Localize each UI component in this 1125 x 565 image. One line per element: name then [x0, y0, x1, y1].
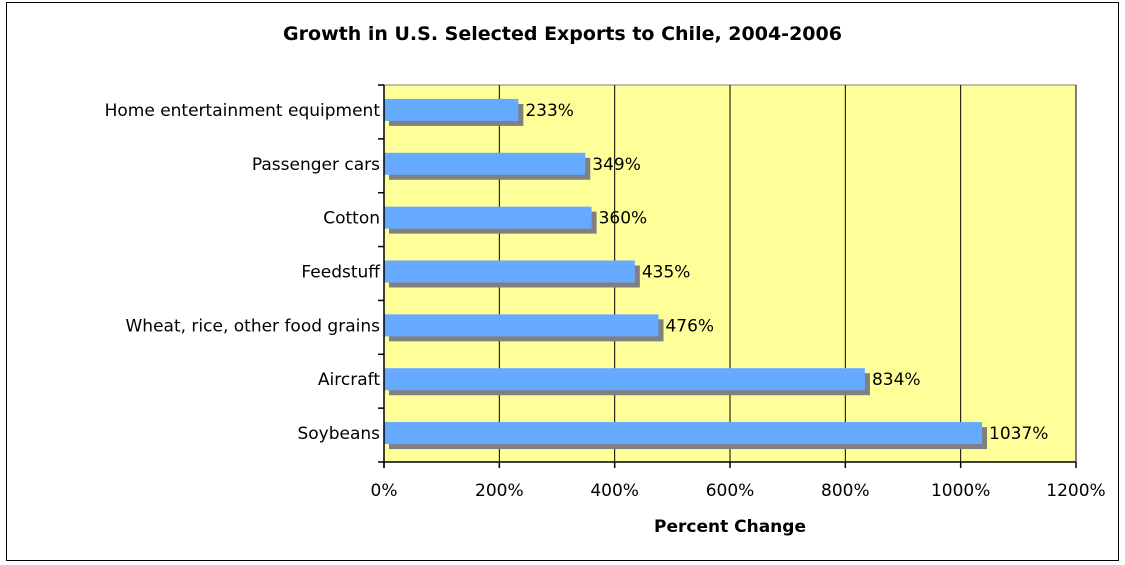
category-label: Cotton: [323, 209, 380, 229]
x-tick-label: 200%: [475, 481, 524, 501]
data-label: 435%: [642, 263, 691, 283]
bar: [384, 314, 659, 337]
bar: [384, 98, 519, 121]
bar: [384, 206, 592, 229]
bar: [384, 152, 586, 175]
category-label: Aircraft: [318, 370, 380, 390]
data-label: 349%: [592, 155, 641, 175]
x-tick-label: 400%: [590, 481, 639, 501]
category-label: Home entertainment equipment: [105, 101, 381, 121]
axes: [378, 84, 1077, 468]
bar: [384, 422, 983, 445]
category-label: Passenger cars: [252, 155, 380, 175]
bars: [384, 98, 988, 450]
chart-title: Growth in U.S. Selected Exports to Chile…: [283, 23, 842, 45]
x-axis-title: Percent Change: [654, 517, 806, 537]
category-label: Feedstuff: [301, 263, 381, 283]
x-tick-label: 1000%: [931, 481, 990, 501]
x-tick-label: 600%: [706, 481, 755, 501]
bar: [384, 368, 865, 391]
labels: 0% 200% 400% 600% 800% 1000% 1200% Home enterta…: [105, 101, 1106, 501]
data-label: 360%: [599, 209, 648, 229]
x-tick-label: 1200%: [1046, 481, 1105, 501]
data-label: 834%: [872, 370, 921, 390]
category-label: Wheat, rice, other food grains: [126, 316, 381, 336]
x-tick-label: 0%: [371, 481, 398, 501]
x-tick-label: 800%: [821, 481, 870, 501]
data-label: 476%: [665, 316, 714, 336]
data-label: 1037%: [989, 424, 1048, 444]
data-label: 233%: [525, 101, 574, 121]
category-label: Soybeans: [297, 424, 380, 444]
bar: [384, 260, 635, 283]
